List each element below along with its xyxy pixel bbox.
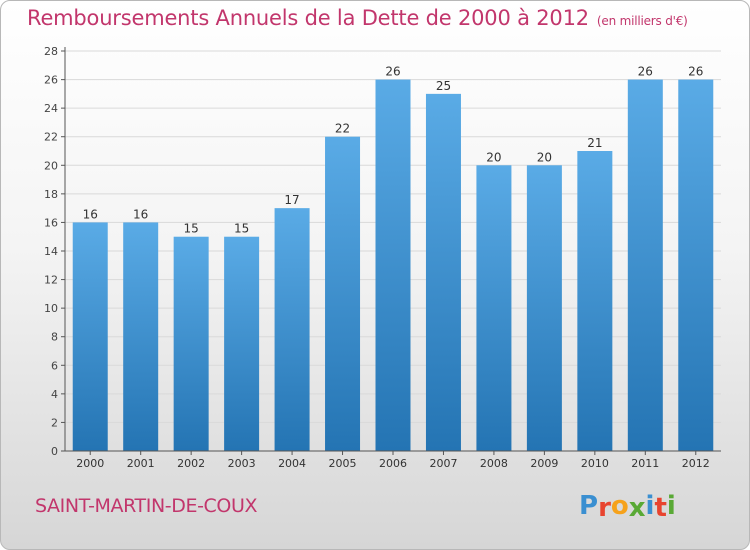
axes: [61, 47, 721, 455]
y-tick-label: 6: [51, 359, 58, 372]
data-label: 16: [83, 207, 98, 221]
x-tick-label: 2006: [379, 457, 407, 470]
chart-title: Remboursements Annuels de la Dette de 20…: [27, 6, 688, 30]
chart-title-text: Remboursements Annuels de la Dette de 20…: [27, 6, 589, 30]
data-label: 20: [486, 150, 501, 164]
x-tick-label: 2011: [631, 457, 659, 470]
data-label: 20: [537, 150, 552, 164]
data-label: 15: [184, 222, 199, 236]
bar: [577, 151, 613, 451]
logo-letter: o: [610, 491, 629, 521]
bar: [678, 79, 714, 452]
y-tick-label: 4: [51, 388, 58, 401]
y-tick-label: 14: [44, 245, 58, 258]
y-tick-label: 2: [51, 416, 58, 429]
data-label: 25: [436, 79, 451, 93]
bar: [123, 222, 159, 451]
proxiti-logo: Proxiti: [579, 491, 676, 523]
bar: [425, 93, 461, 451]
x-tick-label: 2004: [278, 457, 306, 470]
data-label: 22: [335, 122, 350, 136]
bar: [375, 79, 411, 452]
y-tick-label: 12: [44, 274, 58, 287]
logo-letter: x: [628, 493, 646, 523]
bar: [526, 165, 562, 452]
bar: [224, 236, 260, 451]
bar: [72, 222, 108, 451]
x-tick-label: 2001: [127, 457, 155, 470]
logo-letter: P: [579, 491, 599, 521]
x-tick-label: 2007: [429, 457, 457, 470]
place-name: SAINT-MARTIN-DE-COUX: [35, 495, 258, 517]
y-tick-label: 16: [44, 216, 58, 229]
bar: [476, 165, 512, 452]
data-label: 15: [234, 222, 249, 236]
x-tick-label: 2012: [682, 457, 710, 470]
bar: [173, 236, 209, 451]
y-tick-label: 22: [44, 131, 58, 144]
logo-letter: i: [645, 491, 655, 521]
data-label: 21: [587, 136, 602, 150]
data-label: 26: [638, 65, 653, 79]
bar: [325, 136, 361, 451]
logo-letter: t: [654, 493, 667, 523]
y-tick-label: 18: [44, 188, 58, 201]
chart-unit: (en milliers d'€): [596, 14, 688, 28]
labels: 0246810121416182022242628162000162001152…: [44, 45, 710, 470]
x-tick-label: 2000: [76, 457, 104, 470]
bars: [72, 79, 714, 452]
logo-letter: i: [666, 491, 676, 521]
data-label: 16: [133, 207, 148, 221]
x-tick-label: 2010: [581, 457, 609, 470]
y-tick-label: 10: [44, 302, 58, 315]
data-label: 17: [284, 193, 299, 207]
x-tick-label: 2003: [228, 457, 256, 470]
y-tick-label: 28: [44, 45, 58, 58]
x-tick-label: 2008: [480, 457, 508, 470]
bar: [274, 208, 310, 451]
y-tick-label: 8: [51, 331, 58, 344]
y-tick-label: 0: [51, 445, 58, 458]
bar: [627, 79, 663, 452]
y-tick-label: 20: [44, 159, 58, 172]
data-label: 26: [385, 65, 400, 79]
y-tick-label: 26: [44, 74, 58, 87]
y-tick-label: 24: [44, 102, 58, 115]
x-tick-label: 2005: [329, 457, 357, 470]
data-label: 26: [688, 65, 703, 79]
logo-letter: r: [598, 493, 611, 523]
x-tick-label: 2009: [530, 457, 558, 470]
x-tick-label: 2002: [177, 457, 205, 470]
